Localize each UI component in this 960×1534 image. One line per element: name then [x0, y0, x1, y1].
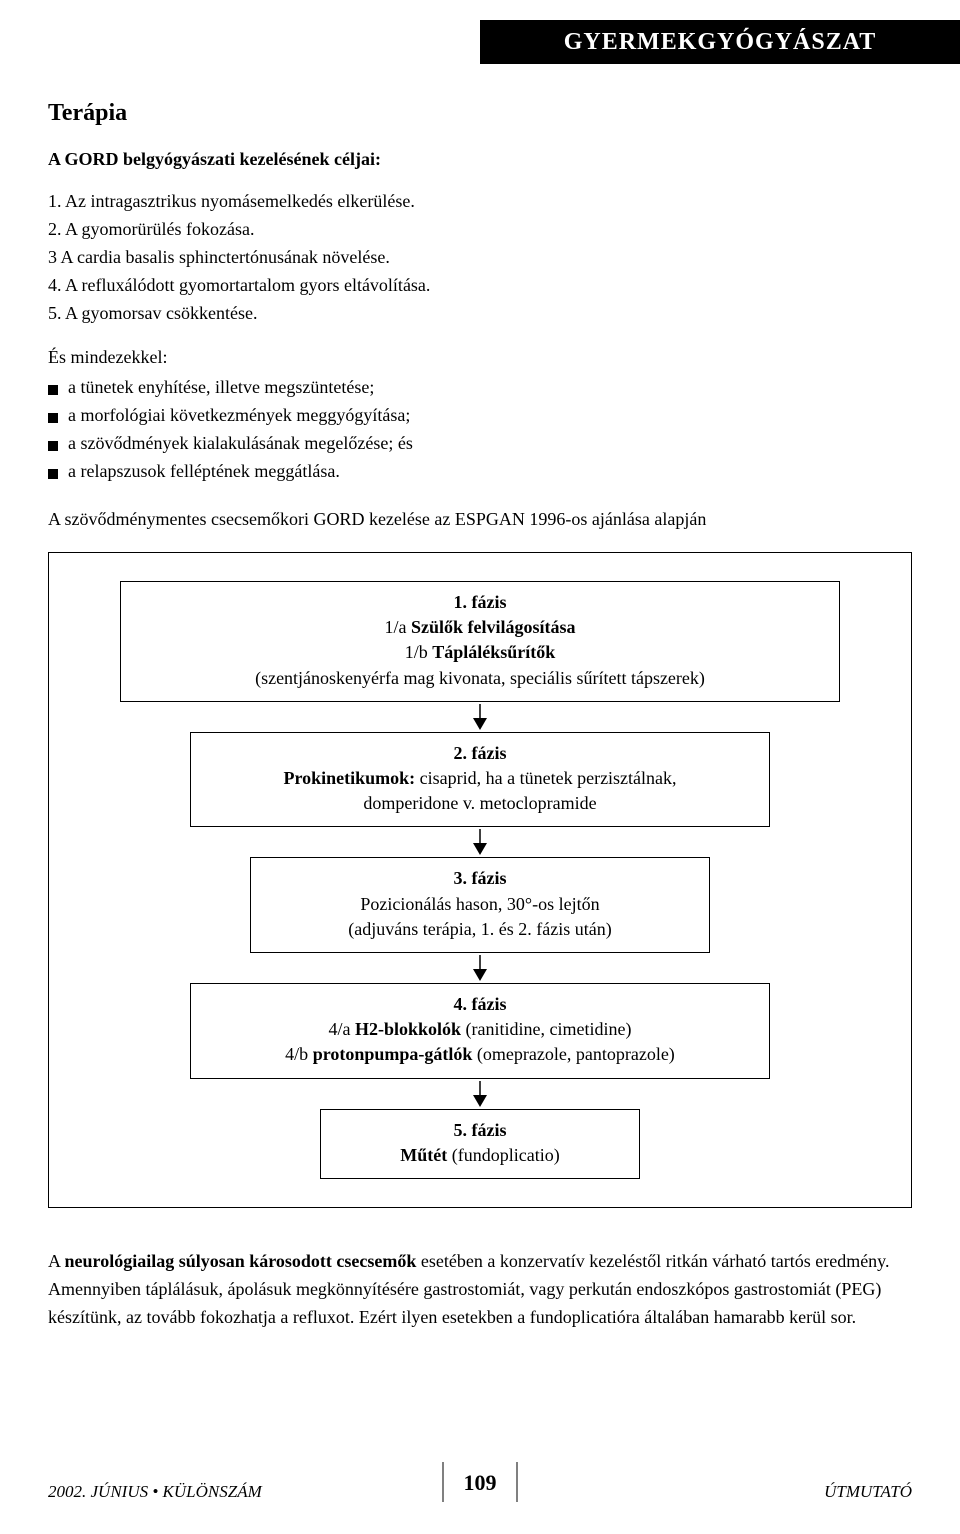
square-bullet-icon: [48, 385, 58, 395]
bullet-item: a relapszusok felléptének meggátlása.: [48, 458, 912, 486]
section-title: Terápia: [48, 100, 912, 127]
text-segment: domperidone v. metoclopramide: [363, 793, 596, 813]
text-segment: (adjuváns terápia, 1. és 2. fázis után): [348, 919, 611, 939]
closing-paragraph: A neurológiailag súlyosan károsodott cse…: [48, 1248, 912, 1332]
text-segment: 1/a: [384, 617, 411, 637]
phase-line: domperidone v. metoclopramide: [205, 791, 755, 816]
text-segment: Pozicionálás hason, 30°-os lejtőn: [360, 894, 599, 914]
subheading: A GORD belgyógyászati kezelésének céljai…: [48, 149, 912, 170]
bullet-text: a tünetek enyhítése, illetve megszünteté…: [68, 374, 374, 402]
phase-line: 4/a H2-blokkolók (ranitidine, cimetidine…: [205, 1017, 755, 1042]
phase-line: Műtét (fundoplicatio): [335, 1143, 625, 1168]
phase-line: (adjuváns terápia, 1. és 2. fázis után): [265, 917, 695, 942]
text-segment: Tápláléksűrítők: [432, 642, 555, 662]
footer-page-number: 109: [443, 1462, 518, 1502]
bullet-text: a szövődmények kialakulásának megelőzése…: [68, 430, 413, 458]
phase-line: 1/a Szülők felvilágosítása: [135, 615, 825, 640]
phase-line: 1. fázis: [135, 590, 825, 615]
bullet-list: a tünetek enyhítése, illetve megszünteté…: [48, 374, 912, 486]
text-segment: (fundoplicatio): [447, 1145, 559, 1165]
page-footer: 2002. JÚNIUS • KÜLÖNSZÁM 109 ÚTMUTATÓ: [48, 1482, 912, 1502]
bullet-item: a szövődmények kialakulásának megelőzése…: [48, 430, 912, 458]
arrow-down-icon: [89, 704, 871, 730]
text-segment: 2. fázis: [454, 743, 507, 763]
text-segment: (omeprazole, pantoprazole): [472, 1044, 674, 1064]
lead-paragraph: A szövődménymentes csecsemőkori GORD kez…: [48, 506, 912, 532]
phase-line: (szentjánoskenyérfa mag kivonata, speciá…: [135, 666, 825, 691]
phase-line: Pozicionálás hason, 30°-os lejtőn: [265, 892, 695, 917]
phase-line: 4. fázis: [205, 992, 755, 1017]
numbered-item: 4. A refluxálódott gyomortartalom gyors …: [48, 272, 912, 300]
phase-box: 2. fázis Prokinetikumok: cisaprid, ha a t…: [190, 732, 770, 828]
numbered-item: 3 A cardia basalis sphinctertónusának nö…: [48, 244, 912, 272]
phase-line: 3. fázis: [265, 866, 695, 891]
text-segment: 3. fázis: [454, 868, 507, 888]
bullet-text: a relapszusok felléptének meggátlása.: [68, 458, 340, 486]
phase-line: 2. fázis: [205, 741, 755, 766]
numbered-item: 5. A gyomorsav csökkentése.: [48, 300, 912, 328]
square-bullet-icon: [48, 441, 58, 451]
text-segment: 4/a: [329, 1019, 356, 1039]
numbered-item: 1. Az intragasztrikus nyomásemelkedés el…: [48, 188, 912, 216]
text-segment: Prokinetikumok:: [283, 768, 415, 788]
phase-line: Prokinetikumok: cisaprid, ha a tünetek p…: [205, 766, 755, 791]
text-segment: 5. fázis: [454, 1120, 507, 1140]
bullet-item: a morfológiai következmények meggyógyítá…: [48, 402, 912, 430]
square-bullet-icon: [48, 469, 58, 479]
text-segment: 1. fázis: [454, 592, 507, 612]
bullet-intro: És mindezekkel:: [48, 347, 912, 368]
text-segment: 4/b: [285, 1044, 313, 1064]
square-bullet-icon: [48, 413, 58, 423]
text-segment: neurológiailag súlyosan károsodott csecs…: [65, 1251, 417, 1271]
text-segment: protonpumpa-gátlók: [313, 1044, 473, 1064]
phase-box: 5. fázis Műtét (fundoplicatio): [320, 1109, 640, 1179]
text-segment: (szentjánoskenyérfa mag kivonata, speciá…: [255, 668, 705, 688]
phase-line: 1/b Tápláléksűrítők: [135, 640, 825, 665]
text-segment: cisaprid, ha a tünetek perzisztálnak,: [415, 768, 676, 788]
phase-box: 1. fázis1/a Szülők felvilágosítása1/b Tá…: [120, 581, 840, 702]
arrow-down-icon: [89, 829, 871, 855]
phase-box: 4. fázis 4/a H2-blokkolók (ranitidine, ci…: [190, 983, 770, 1079]
text-segment: H2-blokkolók: [355, 1019, 461, 1039]
phase-line: 4/b protonpumpa-gátlók (omeprazole, pant…: [205, 1042, 755, 1067]
text-segment: (ranitidine, cimetidine): [461, 1019, 631, 1039]
bullet-item: a tünetek enyhítése, illetve megszünteté…: [48, 374, 912, 402]
bullet-text: a morfológiai következmények meggyógyítá…: [68, 402, 410, 430]
flowchart-frame: 1. fázis1/a Szülők felvilágosítása1/b Tá…: [48, 552, 912, 1208]
header-banner-text: GYERMEKGYÓGYÁSZAT: [564, 29, 877, 56]
text-segment: Szülők felvilágosítása: [411, 617, 576, 637]
arrow-down-icon: [89, 955, 871, 981]
text-segment: Műtét: [400, 1145, 447, 1165]
phase-box: 3. fázis Pozicionálás hason, 30°-os lejtő…: [250, 857, 710, 953]
footer-right: ÚTMUTATÓ: [824, 1482, 912, 1502]
footer-left: 2002. JÚNIUS • KÜLÖNSZÁM: [48, 1482, 262, 1502]
phase-line: 5. fázis: [335, 1118, 625, 1143]
arrow-down-icon: [89, 1081, 871, 1107]
text-segment: 1/b: [405, 642, 433, 662]
numbered-list: 1. Az intragasztrikus nyomásemelkedés el…: [48, 188, 912, 327]
text-segment: A: [48, 1251, 65, 1271]
header-banner: GYERMEKGYÓGYÁSZAT: [480, 20, 960, 64]
page-content: Terápia A GORD belgyógyászati kezeléséne…: [48, 100, 912, 1332]
text-segment: 4. fázis: [454, 994, 507, 1014]
numbered-item: 2. A gyomorürülés fokozása.: [48, 216, 912, 244]
